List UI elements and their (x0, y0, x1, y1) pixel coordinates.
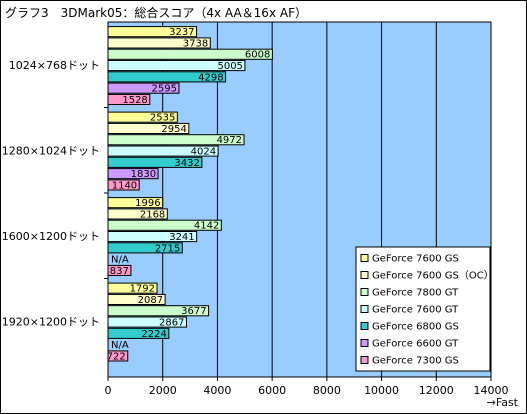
bar-geforce-6600-gt (107, 82, 180, 94)
value-label: 1996 (135, 198, 160, 209)
bar-geforce-7800-gt (107, 134, 245, 146)
bar-geforce-7600-gs-oc (107, 293, 166, 305)
legend-swatch (360, 254, 369, 262)
x-tick-label: 0 (105, 384, 112, 397)
value-label: 1830 (131, 169, 156, 180)
value-label: 2715 (155, 243, 180, 254)
bar-geforce-7600-gs (107, 111, 178, 123)
value-label: 6008 (245, 50, 270, 61)
value-label: 837 (110, 266, 129, 277)
value-label: 4298 (198, 72, 223, 83)
x-axis-label: →Fast (487, 396, 519, 409)
legend-swatch (360, 356, 369, 364)
legend-box (355, 246, 491, 372)
legend-label: GeForce 7600 GS (372, 254, 459, 265)
value-label: 1792 (130, 284, 155, 295)
value-label: 1140 (112, 180, 137, 191)
value-label-na: N/A (111, 255, 129, 266)
legend-label: GeForce 7300 GS (372, 356, 459, 367)
bar-geforce-7600-gt (107, 60, 246, 72)
value-label: 1528 (122, 95, 147, 106)
bar-geforce-6800-gs (107, 242, 183, 254)
legend-swatch (360, 322, 369, 330)
value-label: 3677 (181, 306, 206, 317)
value-label: 2954 (161, 124, 186, 135)
axes: 0 2000 4000 6000 8000 10000 12000 14000→Fast 102… (2, 59, 519, 409)
legend-label: GeForce 7800 GT (372, 288, 459, 299)
bar-geforce-7600-gs (107, 26, 198, 38)
category-label: 1920×1200ドット (2, 315, 100, 328)
legend-label: GeForce 6800 GS (372, 322, 459, 333)
legend-label: GeForce 7600 GT (372, 305, 459, 316)
bar-geforce-7600-gt (107, 145, 219, 157)
bars (107, 26, 273, 362)
legend-label: GeForce 6600 GT (372, 339, 459, 350)
legend-label: GeForce 7600 GS（OC） (372, 270, 494, 282)
legend-swatch (360, 339, 369, 347)
bar-geforce-7300-gs (107, 264, 132, 276)
chart-title: グラフ3 3DMark05：総合スコア（4x AA＆16x AF） (5, 6, 307, 20)
value-label: 2087 (138, 295, 163, 306)
legend-swatch (360, 305, 369, 313)
bar-geforce-7600-gt (107, 231, 198, 243)
value-label: 4024 (191, 147, 216, 158)
value-label: 2535 (150, 113, 175, 124)
value-label: 3241 (169, 232, 194, 243)
value-label: 3237 (169, 27, 194, 38)
bar-geforce-7600-gs (107, 197, 164, 209)
value-label: 722 (107, 351, 126, 362)
bar-geforce-7800-gt (107, 48, 273, 60)
bar-geforce-6800-gs (107, 156, 203, 168)
value-label: 2224 (141, 329, 166, 340)
legend: GeForce 7600 GS GeForce 7600 GS（OC） GeForc… (355, 246, 494, 372)
legend-swatch (360, 271, 369, 279)
value-label: 2867 (159, 318, 184, 329)
bar-geforce-7600-gs-oc (107, 208, 168, 220)
value-label: 3432 (174, 158, 199, 169)
value-label: 4142 (194, 221, 219, 232)
category-label: 1280×1024ドット (2, 144, 100, 157)
bar-geforce-7600-gs-oc (107, 122, 190, 135)
bar-geforce-6800-gs (107, 327, 170, 339)
legend-swatch (360, 288, 369, 296)
bar-geforce-7600-gt (107, 316, 187, 328)
x-tick-label: 14000 (474, 384, 509, 397)
x-tick-label: 2000 (149, 384, 177, 397)
x-tick-label: 8000 (313, 384, 341, 397)
bar-geforce-7800-gt (107, 305, 210, 317)
bar-geforce-7600-gs-oc (107, 37, 211, 49)
value-label: 2595 (152, 84, 177, 95)
bar-geforce-6800-gs (107, 71, 227, 83)
bar-geforce-7300-gs (107, 350, 129, 362)
bar-geforce-7600-gs (107, 282, 158, 294)
value-label: 5005 (217, 61, 242, 72)
x-tick-label: 6000 (258, 384, 286, 397)
x-tick-label: 4000 (203, 384, 231, 397)
x-tick-label: 10000 (364, 384, 399, 397)
x-tick-label: 12000 (419, 384, 454, 397)
value-label: 4972 (217, 135, 242, 146)
bar-geforce-7800-gt (107, 219, 222, 231)
bar-geforce-7300-gs (107, 93, 151, 106)
category-label: 1024×768ドット (9, 59, 100, 72)
category-label: 1600×1200ドット (2, 230, 100, 243)
value-label: 2168 (140, 209, 165, 220)
value-label-na: N/A (111, 340, 129, 351)
value-label: 3738 (183, 38, 208, 49)
bar-geforce-6600-gt (107, 168, 159, 180)
bar-geforce-7300-gs (107, 179, 140, 191)
